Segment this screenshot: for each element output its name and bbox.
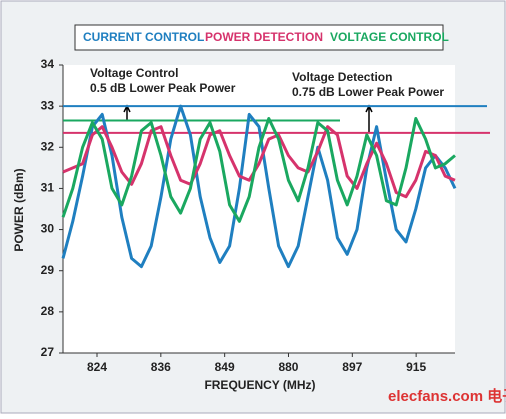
annotation: 0.75 dB Lower Peak Power	[292, 85, 444, 99]
x-tick-label: 915	[406, 360, 426, 374]
y-tick-label: 31	[41, 181, 55, 195]
x-tick-label: 897	[342, 360, 362, 374]
plot-area	[63, 65, 455, 353]
legend-label: POWER DETECTION	[205, 30, 323, 44]
axis	[62, 65, 455, 354]
x-tick-label: 824	[87, 360, 107, 374]
series-line	[61, 104, 457, 269]
annotation: Voltage Detection	[292, 70, 392, 84]
legend	[74, 24, 444, 51]
x-tick-label: 849	[215, 360, 235, 374]
y-tick-label: 30	[41, 222, 55, 236]
y-tick-label: 34	[41, 57, 55, 71]
y-axis-label: POWER (dBm)	[12, 168, 26, 251]
legend-label: VOLTAGE CONTROL	[330, 30, 449, 44]
watermark: elecfans.com 电子发烧友	[388, 387, 506, 405]
x-tick-label: 836	[151, 360, 171, 374]
y-tick-label: 32	[41, 139, 55, 153]
annotation: Voltage Control	[90, 66, 178, 80]
y-tick-label: 29	[41, 263, 55, 277]
x-tick-label: 880	[278, 360, 298, 374]
series-line	[61, 117, 456, 223]
y-tick-label: 27	[41, 345, 55, 359]
x-axis-label: FREQUENCY (MHz)	[204, 378, 315, 392]
y-tick-label: 33	[41, 98, 55, 112]
y-tick-label: 28	[41, 304, 55, 318]
series-line	[62, 125, 456, 199]
annotation: 0.5 dB Lower Peak Power	[90, 81, 236, 95]
legend-label: CURRENT CONTROL	[83, 30, 204, 44]
